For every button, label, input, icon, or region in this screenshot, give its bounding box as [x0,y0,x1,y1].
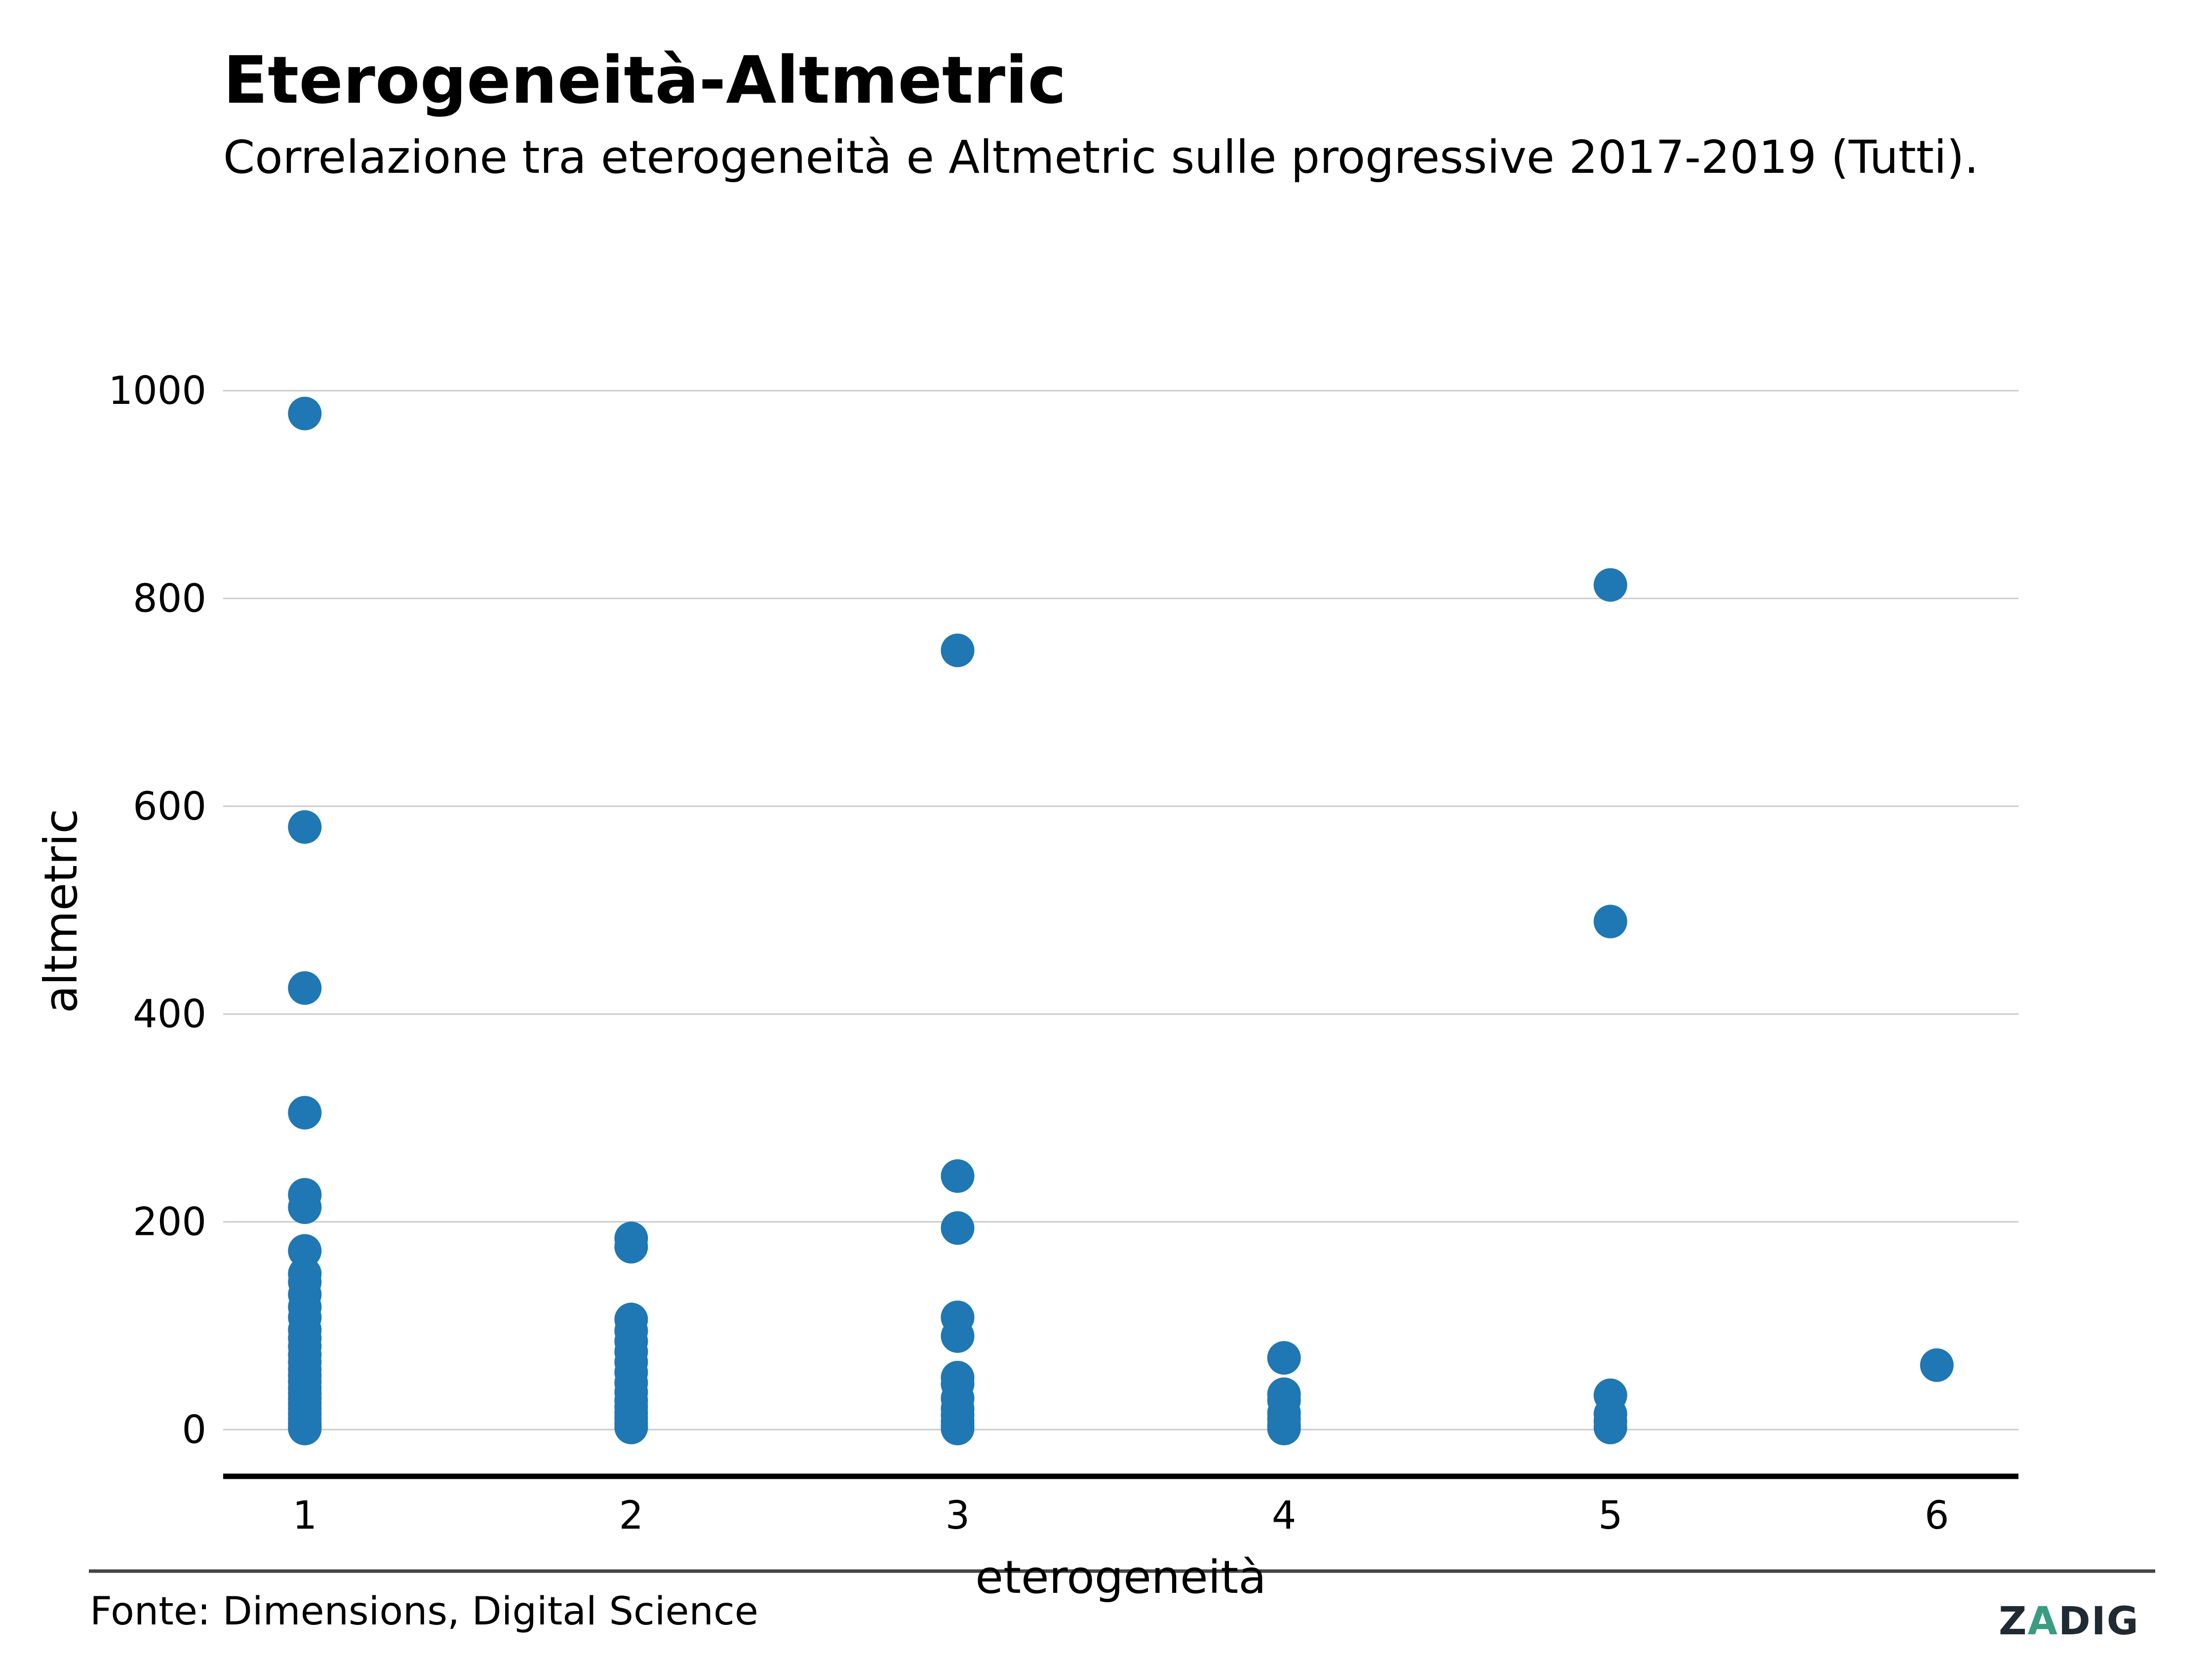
x-tick-labels: 1 2 3 4 5 6 [292,1494,1949,1538]
source-note: Fonte: Dimensions, Digital Science [90,1589,758,1634]
y-tick-label: 800 [133,577,206,621]
y-axis-label: altmetric [35,809,87,1013]
data-point [288,396,322,431]
y-tick-labels: 0 200 400 600 800 1000 [108,369,206,1452]
y-tick-label: 200 [133,1200,206,1245]
data-point [614,1411,648,1445]
x-tick-label: 3 [946,1494,970,1538]
y-tick-label: 400 [133,992,206,1037]
zadig-logo: ZADIG [1999,1599,2139,1644]
gridlines [223,390,2018,1430]
data-point [288,1190,322,1224]
data-point [614,1230,648,1264]
data-point [941,1319,975,1353]
y-tick-label: 600 [133,785,206,829]
data-point [1920,1348,1954,1382]
data-point [288,810,322,844]
x-axis-label: eterogeneità [975,1551,1266,1604]
data-point [1593,568,1627,602]
data-point [941,633,975,668]
data-point [1267,1341,1301,1375]
x-tick-label: 6 [1925,1494,1949,1538]
data-point [1267,1412,1301,1446]
data-point [941,1211,975,1245]
data-point [288,1096,322,1130]
x-tick-label: 4 [1272,1494,1297,1538]
y-tick-label: 1000 [108,369,206,413]
x-tick-label: 2 [619,1494,644,1538]
data-point [1593,905,1627,939]
data-point [288,971,322,1005]
data-point [941,1412,975,1446]
x-tick-label: 1 [292,1494,317,1538]
x-tick-label: 5 [1598,1494,1623,1538]
data-points [288,396,1954,1446]
data-point [941,1159,975,1193]
chart-subtitle: Correlazione tra eterogeneità e Altmetri… [223,131,1979,184]
data-point [288,1412,322,1446]
chart-title: Eterogeneità-Altmetric [223,42,1066,118]
data-point [1593,1411,1627,1445]
y-tick-label: 0 [182,1408,206,1452]
